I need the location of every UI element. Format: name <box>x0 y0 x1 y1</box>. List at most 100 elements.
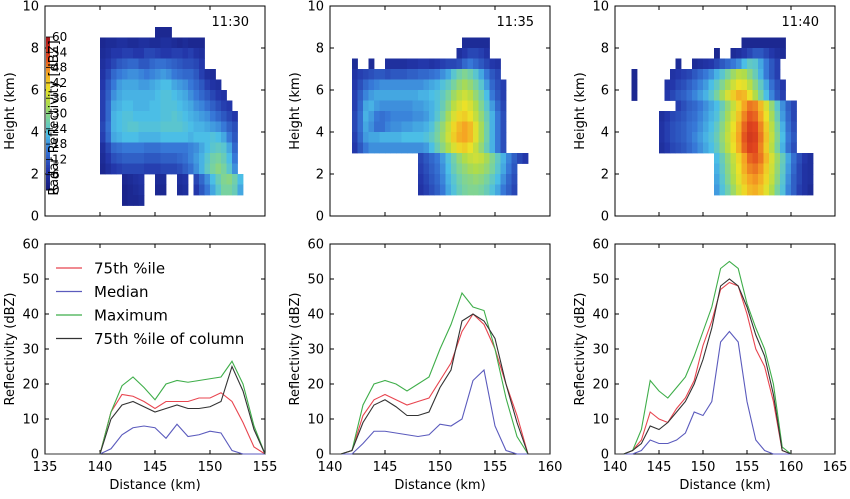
reflectivity-cell <box>429 90 435 101</box>
reflectivity-cell <box>708 90 715 101</box>
reflectivity-cell <box>423 58 430 70</box>
reflectivity-cell <box>193 58 200 70</box>
reflectivity-cell <box>769 37 775 49</box>
reflectivity-cell <box>807 153 814 164</box>
reflectivity-cell <box>122 58 128 70</box>
colorbar-segment <box>46 39 50 43</box>
reflectivity-cell <box>736 132 742 143</box>
reflectivity-cell <box>407 111 413 122</box>
legend-label: 75th %ile of column <box>94 330 244 348</box>
reflectivity-cell <box>155 27 161 38</box>
reflectivity-cell <box>763 121 770 133</box>
reflectivity-cell <box>133 79 139 91</box>
reflectivity-cell <box>500 184 507 196</box>
reflectivity-cell <box>462 48 468 59</box>
y-tick-label: 50 <box>592 273 609 288</box>
reflectivity-cell <box>631 69 638 80</box>
heatmap-panel-1135: 0 2 4 6 8 10 Height (km) 11:35 <box>288 0 551 225</box>
reflectivity-cell <box>495 174 501 185</box>
reflectivity-cell <box>769 90 775 101</box>
reflectivity-cell <box>357 121 364 133</box>
y-tick-label: 10 <box>22 413 39 428</box>
reflectivity-cell <box>796 184 803 196</box>
reflectivity-cell <box>747 58 753 70</box>
reflectivity-cell <box>467 69 474 80</box>
y-tick-label: 30 <box>22 343 39 358</box>
reflectivity-cell <box>210 184 216 196</box>
reflectivity-cell <box>210 69 216 80</box>
reflectivity-cell <box>188 58 194 70</box>
reflectivity-cell <box>182 111 189 122</box>
reflectivity-cell <box>160 58 167 70</box>
reflectivity-cell <box>155 90 161 101</box>
reflectivity-cell <box>451 111 457 122</box>
reflectivity-cell <box>484 174 490 185</box>
reflectivity-cell <box>100 142 106 154</box>
reflectivity-cell <box>412 132 419 143</box>
reflectivity-cell <box>434 121 441 133</box>
reflectivity-cell <box>429 142 435 154</box>
colorbar-segment <box>46 128 50 132</box>
reflectivity-cell <box>456 58 463 70</box>
reflectivity-cell <box>138 153 145 164</box>
reflectivity-cell <box>116 37 123 49</box>
reflectivity-cell <box>412 79 419 91</box>
reflectivity-cell <box>182 37 189 49</box>
reflectivity-cell <box>204 153 211 164</box>
colorbar-segment <box>46 75 50 79</box>
reflectivity-cell <box>390 58 397 70</box>
reflectivity-cell <box>675 90 682 101</box>
colorbar-tick-label: 60 <box>52 30 67 44</box>
reflectivity-cell <box>357 111 364 122</box>
reflectivity-cell <box>171 163 178 175</box>
reflectivity-cell <box>429 79 435 91</box>
reflectivity-cell <box>478 142 485 154</box>
reflectivity-cell <box>396 69 402 80</box>
reflectivity-cell <box>385 69 391 80</box>
reflectivity-cell <box>155 174 161 185</box>
reflectivity-cell <box>199 174 205 185</box>
reflectivity-cell <box>791 142 797 154</box>
reflectivity-cell <box>100 79 106 91</box>
colorbar-tick-label: 6 <box>52 168 60 182</box>
colorbar-segment <box>46 118 50 122</box>
reflectivity-cell <box>763 69 770 80</box>
reflectivity-cell <box>451 100 457 112</box>
reflectivity-cell <box>741 37 748 49</box>
reflectivity-cell <box>116 79 123 91</box>
y-tick-label: 40 <box>307 308 324 323</box>
reflectivity-cell <box>796 153 803 164</box>
reflectivity-cell <box>462 121 468 133</box>
reflectivity-cell <box>199 58 205 70</box>
legend-label: Maximum <box>94 307 168 325</box>
reflectivity-cell <box>215 163 222 175</box>
reflectivity-cell <box>423 90 430 101</box>
reflectivity-cell <box>440 90 446 101</box>
reflectivity-cell <box>456 69 463 80</box>
reflectivity-cell <box>188 163 194 175</box>
reflectivity-cell <box>462 69 468 80</box>
reflectivity-cell <box>664 111 671 122</box>
reflectivity-cell <box>193 142 200 154</box>
reflectivity-cell <box>440 58 446 70</box>
reflectivity-cell <box>697 69 704 80</box>
reflectivity-cell <box>686 111 693 122</box>
reflectivity-cell <box>199 132 205 143</box>
reflectivity-cell <box>774 79 781 91</box>
reflectivity-cell <box>473 37 479 49</box>
reflectivity-cell <box>747 184 753 196</box>
reflectivity-cell <box>434 79 441 91</box>
colorbar-segment <box>46 126 50 130</box>
reflectivity-cell <box>160 121 167 133</box>
reflectivity-cell <box>423 111 430 122</box>
reflectivity-cell <box>423 163 430 175</box>
reflectivity-cell <box>401 132 408 143</box>
reflectivity-cell <box>752 174 759 185</box>
reflectivity-cell <box>160 142 167 154</box>
reflectivity-cell <box>495 132 501 143</box>
reflectivity-cell <box>741 100 748 112</box>
reflectivity-cell <box>401 111 408 122</box>
colorbar-segment <box>46 100 50 104</box>
